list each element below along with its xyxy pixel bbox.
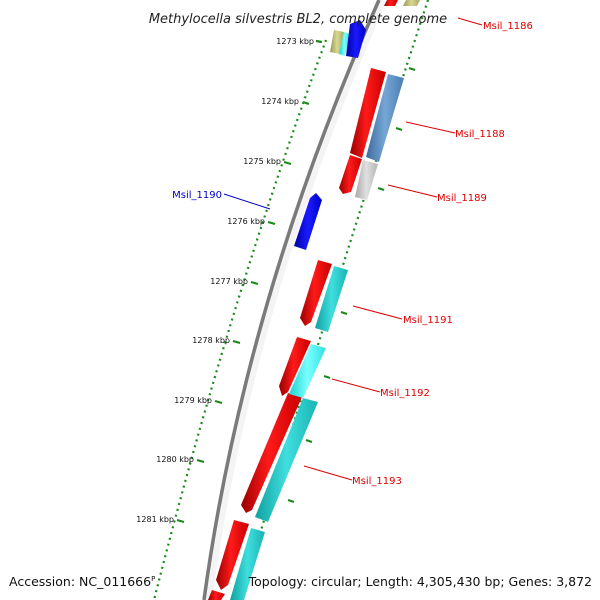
gene-labels: Msil_1186 Msil_1188 Msil_1189 Msil_1190 … [172, 21, 533, 487]
gene-msil-1186-arrow[interactable] [384, 0, 398, 6]
kbp-label-1275: 1275 kbp [243, 157, 281, 166]
gene-msil-1193-arrow[interactable] [241, 393, 302, 513]
kbp-label-1278: 1278 kbp [192, 336, 230, 345]
cds-cyan-bright-arrow[interactable] [289, 344, 326, 398]
gene-msil-1190-arrow[interactable] [294, 193, 322, 250]
kbp-ticks [176, 39, 323, 524]
minor-ticks [287, 66, 416, 504]
gene-forward-arrow[interactable] [208, 590, 225, 600]
accession-label: Accession: [9, 574, 76, 589]
kbp-label-1280: 1280 kbp [156, 455, 194, 464]
kbp-scale-line [152, 39, 328, 600]
gene-label-msil-1186[interactable]: Msil_1186 [483, 21, 533, 32]
gene-label-msil-1192[interactable]: Msil_1192 [380, 388, 430, 399]
cds-cyan-arrow[interactable] [255, 398, 318, 522]
cds-olive-arrow[interactable] [403, 0, 420, 6]
kbp-label-1281: 1281 kbp [136, 515, 174, 524]
genome-backbone-line [202, 0, 381, 600]
gene-label-msil-1191[interactable]: Msil_1191 [403, 315, 453, 326]
gene-msil-1189-arrow[interactable] [355, 160, 378, 200]
kbp-label-1276: 1276 kbp [227, 217, 265, 226]
forward-genes [208, 0, 398, 600]
accession-value: NC_011666 [79, 574, 152, 589]
gene-msil-1191-arrow[interactable] [300, 260, 332, 326]
accession-info: Accession: NC_011666P [9, 574, 155, 589]
kbp-label-1273: 1273 kbp [276, 37, 314, 46]
cds-cyan-arrow[interactable] [230, 528, 265, 600]
cds-cyan-arrow[interactable] [339, 32, 350, 56]
gene-label-msil-1189[interactable]: Msil_1189 [437, 193, 487, 204]
kbp-labels: 1273 kbp 1274 kbp 1275 kbp 1276 kbp 1277… [136, 37, 314, 524]
gene-forward-arrow[interactable] [350, 68, 386, 158]
gene-forward-arrow[interactable] [216, 520, 249, 590]
kbp-label-1277: 1277 kbp [210, 277, 248, 286]
label-leaders [223, 17, 483, 481]
gene-forward-arrow[interactable] [339, 155, 362, 194]
cds-genes [230, 0, 420, 600]
kbp-label-1279: 1279 kbp [174, 396, 212, 405]
cds-cyan-arrow[interactable] [315, 266, 348, 332]
kbp-label-1274: 1274 kbp [261, 97, 299, 106]
gene-label-msil-1193[interactable]: Msil_1193 [352, 476, 402, 487]
genome-backbone-arc [202, 0, 387, 600]
map-title: Methylocella silvestris BL2, complete ge… [149, 12, 447, 27]
accession-mark: P [151, 574, 156, 583]
cds-steel-arrow[interactable] [366, 74, 404, 162]
gene-msil-1187-arrow[interactable] [346, 20, 366, 58]
gene-label-msil-1188[interactable]: Msil_1188 [455, 129, 505, 140]
gene-msil-1192-arrow[interactable] [279, 337, 311, 396]
topology-info: Topology: circular; Length: 4,305,430 bp… [248, 574, 592, 589]
gene-label-msil-1190[interactable]: Msil_1190 [172, 190, 222, 201]
